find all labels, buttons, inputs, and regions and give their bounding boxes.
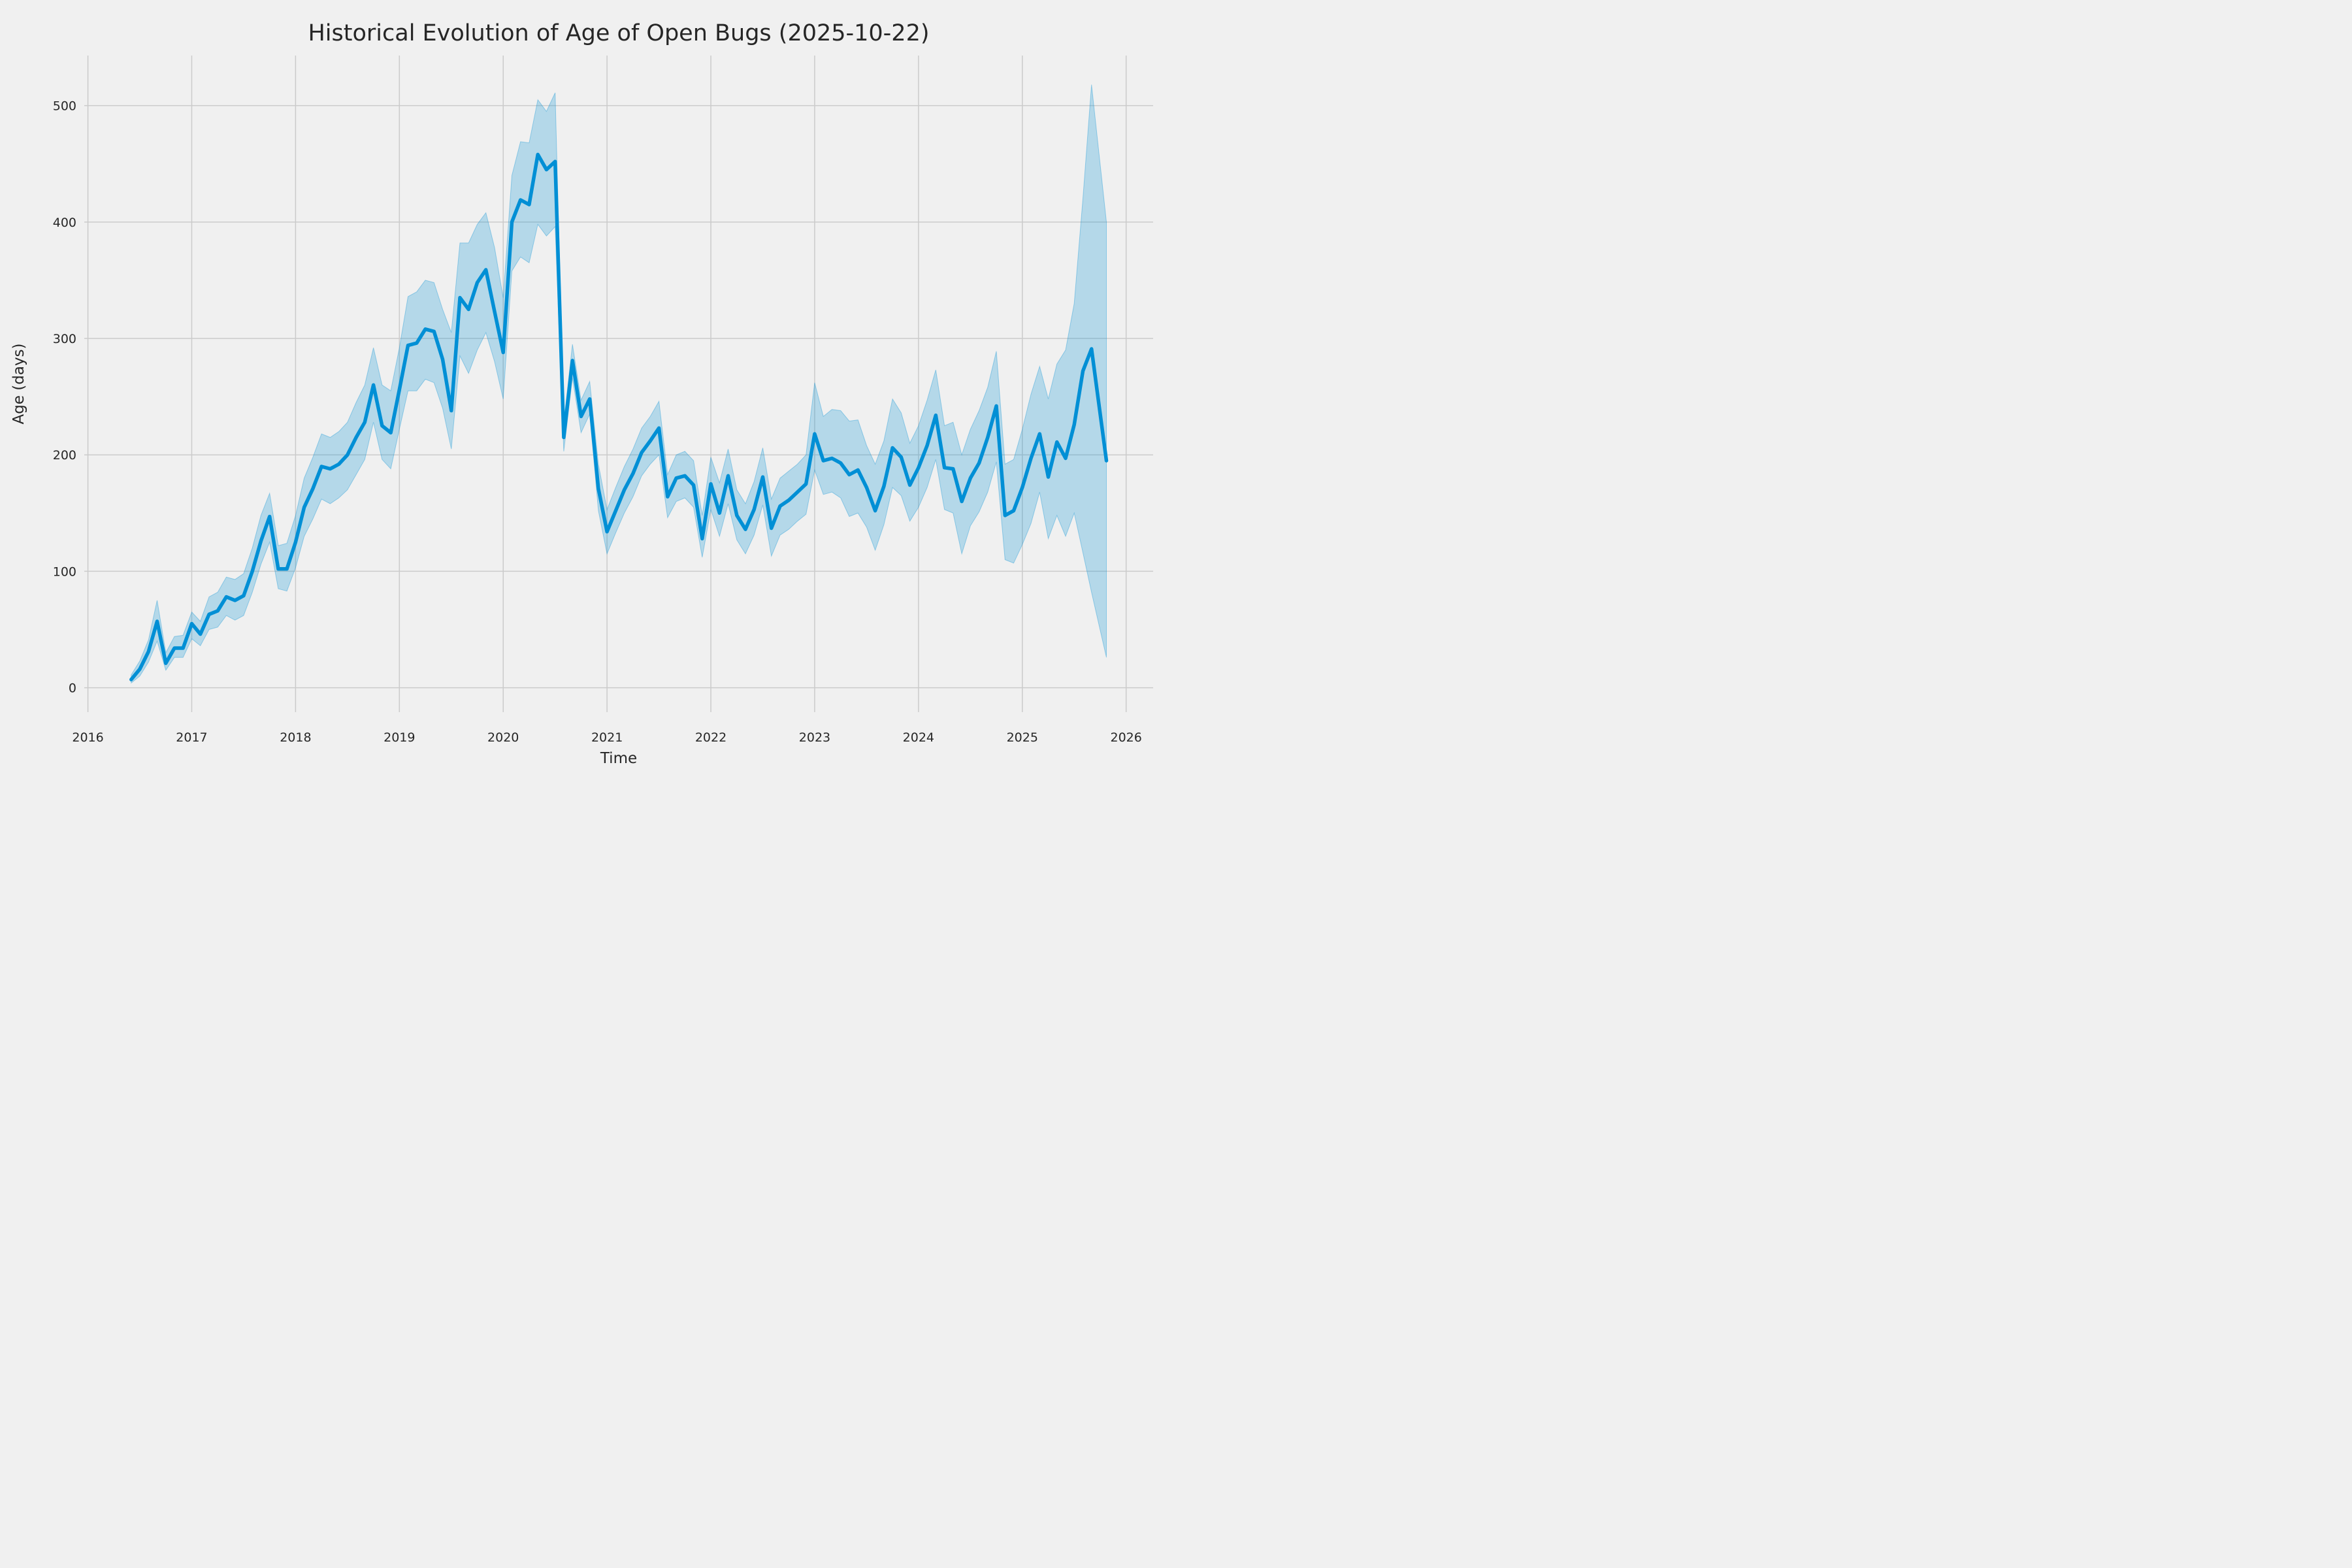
x-axis-label: Time (600, 750, 637, 767)
x-tick-label: 2021 (591, 730, 623, 745)
x-tick-label: 2023 (799, 730, 830, 745)
y-tick-label: 500 (53, 99, 76, 114)
x-tick-label: 2020 (487, 730, 519, 745)
x-tick-label: 2017 (176, 730, 207, 745)
y-tick-label: 300 (53, 332, 76, 346)
gridlines (84, 56, 1153, 712)
x-tick-label: 2018 (280, 730, 311, 745)
y-tick-label: 200 (53, 448, 76, 463)
y-tick-label: 400 (53, 216, 76, 230)
mean-age-line (129, 152, 1109, 681)
confidence-band (131, 84, 1107, 684)
y-tick-label: 0 (69, 681, 76, 696)
confidence-band-area (131, 84, 1107, 684)
y-tick-label: 100 (53, 564, 76, 579)
x-tick-label: 2026 (1111, 730, 1142, 745)
y-axis-label: Age (days) (10, 343, 27, 424)
x-tick-label: 2022 (695, 730, 727, 745)
x-tick-label: 2016 (72, 730, 103, 745)
line-chart: 2016 2017 2018 2019 2020 2021 2022 2023 2024 2025… (10, 20, 1153, 767)
x-tick-label: 2025 (1007, 730, 1038, 745)
tick-labels: 2016 2017 2018 2019 2020 2021 2022 2023 2024 2025… (53, 99, 1142, 745)
chart-title: Historical Evolution of Age of Open Bugs… (308, 20, 929, 46)
x-tick-label: 2019 (384, 730, 415, 745)
chart-figure: 2016 2017 2018 2019 2020 2021 2022 2023 2024 2025… (0, 0, 1176, 784)
data-line (129, 152, 1109, 681)
x-tick-label: 2024 (903, 730, 934, 745)
